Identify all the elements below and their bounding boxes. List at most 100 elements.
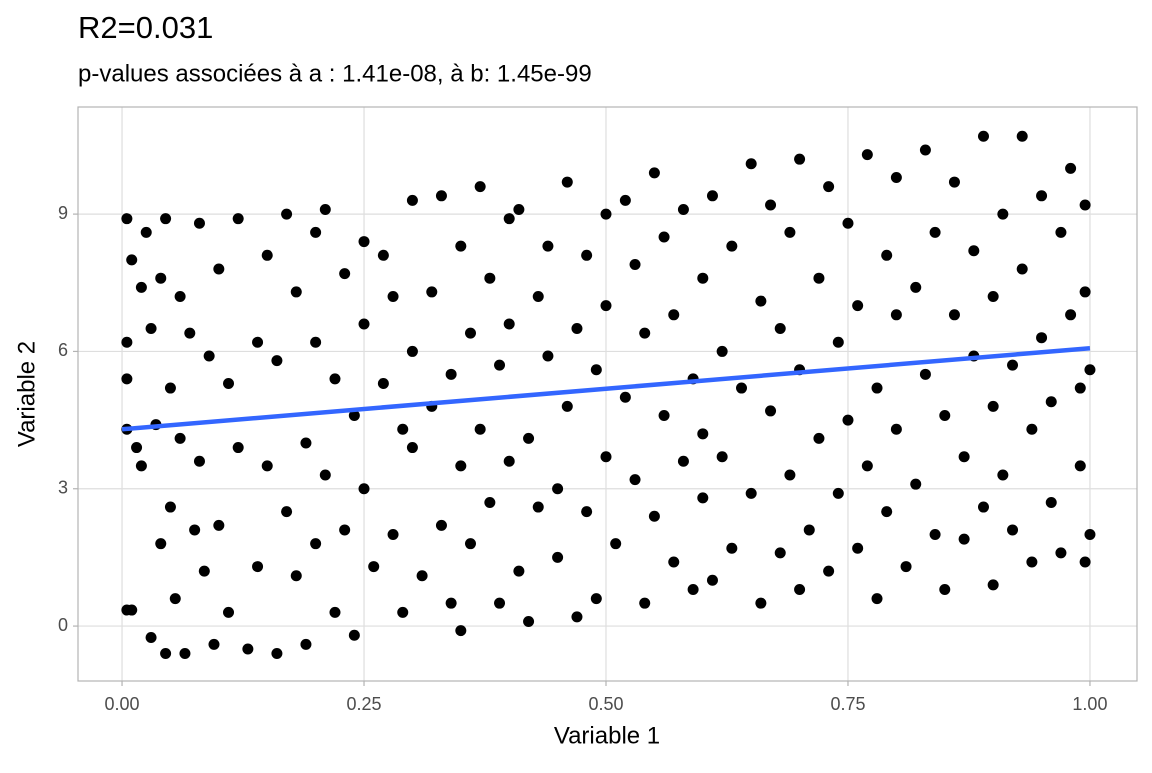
point: [189, 524, 201, 536]
point: [503, 318, 515, 330]
point: [416, 570, 428, 582]
point: [339, 268, 351, 280]
y-tick-label: 6: [58, 340, 68, 360]
point: [997, 469, 1009, 481]
point: [155, 272, 167, 284]
point: [445, 597, 457, 609]
point: [174, 432, 186, 444]
y-tick-label: 9: [58, 203, 68, 223]
point: [455, 460, 467, 472]
point: [261, 249, 273, 261]
point: [987, 291, 999, 303]
point: [755, 295, 767, 307]
point: [716, 345, 728, 357]
y-axis-title: Variable 2: [13, 341, 40, 447]
point: [939, 583, 951, 595]
point: [300, 437, 312, 449]
point: [223, 606, 235, 618]
point: [842, 414, 854, 426]
point: [126, 604, 138, 616]
point: [1007, 359, 1019, 371]
point: [377, 249, 389, 261]
point: [135, 460, 147, 472]
point: [281, 506, 293, 518]
point: [900, 561, 912, 573]
panel-border: [77, 106, 1138, 682]
point: [542, 350, 554, 362]
point: [484, 272, 496, 284]
point: [387, 529, 399, 541]
point: [832, 487, 844, 499]
point: [765, 199, 777, 211]
point: [813, 432, 825, 444]
point: [1079, 556, 1091, 568]
point: [193, 455, 205, 467]
point: [513, 565, 525, 577]
point: [987, 579, 999, 591]
point: [310, 336, 322, 348]
point: [329, 606, 341, 618]
point: [542, 240, 554, 252]
point: [455, 240, 467, 252]
point: [406, 345, 418, 357]
point: [910, 281, 922, 293]
point: [464, 327, 476, 339]
point: [726, 240, 738, 252]
point: [639, 327, 651, 339]
point: [852, 542, 864, 554]
point: [155, 538, 167, 550]
point: [1074, 460, 1086, 472]
point: [987, 400, 999, 412]
point: [213, 263, 225, 275]
point: [523, 432, 535, 444]
point: [948, 176, 960, 188]
point: [687, 583, 699, 595]
point: [697, 428, 709, 440]
point: [1026, 556, 1038, 568]
point: [300, 638, 312, 650]
point: [145, 323, 157, 335]
point: [552, 551, 564, 563]
point: [223, 377, 235, 389]
point: [426, 286, 438, 298]
point: [871, 382, 883, 394]
x-tick-label: 0.50: [588, 694, 623, 714]
point: [387, 291, 399, 303]
point: [861, 149, 873, 161]
x-tick-label: 0.25: [346, 694, 381, 714]
point: [348, 410, 360, 422]
point: [513, 204, 525, 216]
point: [271, 648, 283, 660]
point: [658, 410, 670, 422]
point: [1065, 162, 1077, 174]
point: [774, 547, 786, 559]
point: [977, 501, 989, 513]
point: [1036, 332, 1048, 344]
point: [252, 336, 264, 348]
point: [474, 423, 486, 435]
point: [494, 359, 506, 371]
point: [890, 171, 902, 183]
point: [813, 272, 825, 284]
point: [677, 455, 689, 467]
point: [1045, 396, 1057, 408]
point: [977, 130, 989, 142]
point: [765, 405, 777, 417]
point: [784, 469, 796, 481]
point: [532, 501, 544, 513]
point: [164, 382, 176, 394]
point: [121, 373, 133, 385]
point: [208, 638, 220, 650]
point: [706, 190, 718, 202]
point: [571, 323, 583, 335]
point: [310, 226, 322, 238]
point: [629, 474, 641, 486]
point: [232, 213, 244, 225]
point: [193, 217, 205, 229]
point: [755, 597, 767, 609]
point: [639, 597, 651, 609]
point: [474, 181, 486, 193]
point: [397, 606, 409, 618]
